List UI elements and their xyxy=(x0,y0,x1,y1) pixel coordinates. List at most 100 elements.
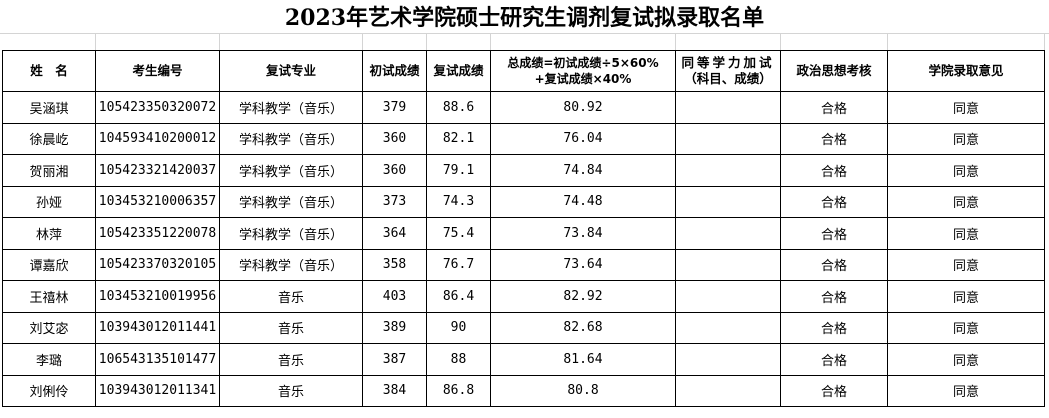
header-row: 姓 名考生编号 复试专业 初试成绩 复试成绩 总成绩=初试成绩÷5×60% +复试成绩×4… xyxy=(2,50,1045,92)
cell-major[interactable]: 学科教学（音乐） xyxy=(219,154,363,187)
cell-political-review[interactable]: 合格 xyxy=(780,374,888,407)
cell-name[interactable]: 谭嘉欣 xyxy=(2,248,96,281)
cell-name[interactable]: 徐晨屹 xyxy=(2,122,96,155)
cell-admission-opinion[interactable]: 同意 xyxy=(887,280,1045,313)
table-row: 刘艾宓 103943012011441 音乐 389 90 82.68 合格 同意 xyxy=(2,311,1045,344)
cell-name[interactable]: 刘艾宓 xyxy=(2,311,96,344)
cell-candidate-id[interactable]: 103453210006357 xyxy=(95,185,220,218)
table-row: 林萍 105423351220078 学科教学（音乐） 364 75.4 73.84 合格同… xyxy=(2,217,1045,250)
cell-total-score[interactable]: 82.92 xyxy=(490,280,676,313)
table-row: 刘俐伶 103943012011341 音乐 384 86.8 80.8 合格 同意 xyxy=(2,374,1045,407)
cell-equivalent-exam[interactable] xyxy=(675,374,781,407)
cell-major[interactable]: 学科教学（音乐） xyxy=(219,185,363,218)
cell-total-score[interactable]: 73.84 xyxy=(490,217,676,250)
cell-total-score[interactable]: 80.8 xyxy=(490,374,676,407)
cell-total-score[interactable]: 74.48 xyxy=(490,185,676,218)
table-row: 李璐 106543135101477 音乐 387 88 81.64 合格 同意 xyxy=(2,343,1045,376)
cell-admission-opinion[interactable]: 同意 xyxy=(887,122,1045,155)
cell-equivalent-exam[interactable] xyxy=(675,280,781,313)
cell-name[interactable]: 吴涵琪 xyxy=(2,91,96,124)
cell-political-review[interactable]: 合格 xyxy=(780,248,888,281)
cell-major[interactable]: 音乐 xyxy=(219,280,363,313)
page-title: 2023年艺术学院硕士研究生调剂复试拟录取名单 xyxy=(0,0,1049,34)
cell-admission-opinion[interactable]: 同意 xyxy=(887,185,1045,218)
cell-name[interactable]: 贺丽湘 xyxy=(2,154,96,187)
cell-candidate-id[interactable]: 105423350320072 xyxy=(95,91,220,124)
cell-admission-opinion[interactable]: 同意 xyxy=(887,91,1045,124)
cell-equivalent-exam[interactable] xyxy=(675,248,781,281)
cell-total-score[interactable]: 73.64 xyxy=(490,248,676,281)
cell-equivalent-exam[interactable] xyxy=(675,343,781,376)
cell-retest-score[interactable]: 88.6 xyxy=(426,91,491,124)
cell-total-score[interactable]: 74.84 xyxy=(490,154,676,187)
table-row: 徐晨屹 104593410200012 学科教学（音乐） 360 82.1 76.04 合格… xyxy=(2,122,1045,155)
cell-initial-score[interactable]: 364 xyxy=(362,217,427,250)
cell-equivalent-exam[interactable] xyxy=(675,122,781,155)
cell-candidate-id[interactable]: 105423370320105 xyxy=(95,248,220,281)
cell-retest-score[interactable]: 86.8 xyxy=(426,374,491,407)
cell-initial-score[interactable]: 403 xyxy=(362,280,427,313)
cell-name[interactable]: 李璐 xyxy=(2,343,96,376)
cell-name[interactable]: 林萍 xyxy=(2,217,96,250)
table-row: 孙娅 103453210006357 学科教学（音乐） 373 74.3 74.48 合格同… xyxy=(2,185,1045,218)
cell-equivalent-exam[interactable] xyxy=(675,217,781,250)
cell-admission-opinion[interactable]: 同意 xyxy=(887,311,1045,344)
cell-major[interactable]: 音乐 xyxy=(219,311,363,344)
cell-initial-score[interactable]: 379 xyxy=(362,91,427,124)
cell-political-review[interactable]: 合格 xyxy=(780,311,888,344)
cell-equivalent-exam[interactable] xyxy=(675,185,781,218)
cell-political-review[interactable]: 合格 xyxy=(780,185,888,218)
cell-candidate-id[interactable]: 106543135101477 xyxy=(95,343,220,376)
cell-major[interactable]: 音乐 xyxy=(219,343,363,376)
cell-total-score[interactable]: 76.04 xyxy=(490,122,676,155)
cell-candidate-id[interactable]: 103943012011341 xyxy=(95,374,220,407)
cell-retest-score[interactable]: 79.1 xyxy=(426,154,491,187)
cell-retest-score[interactable]: 82.1 xyxy=(426,122,491,155)
cell-political-review[interactable]: 合格 xyxy=(780,280,888,313)
cell-major[interactable]: 音乐 xyxy=(219,374,363,407)
cell-total-score[interactable]: 80.92 xyxy=(490,91,676,124)
cell-initial-score[interactable]: 358 xyxy=(362,248,427,281)
cell-retest-score[interactable]: 90 xyxy=(426,311,491,344)
cell-retest-score[interactable]: 74.3 xyxy=(426,185,491,218)
cell-initial-score[interactable]: 387 xyxy=(362,343,427,376)
cell-total-score[interactable]: 81.64 xyxy=(490,343,676,376)
cell-admission-opinion[interactable]: 同意 xyxy=(887,374,1045,407)
cell-candidate-id[interactable]: 104593410200012 xyxy=(95,122,220,155)
cell-candidate-id[interactable]: 103943012011441 xyxy=(95,311,220,344)
cell-name[interactable]: 孙娅 xyxy=(2,185,96,218)
cell-equivalent-exam[interactable] xyxy=(675,311,781,344)
cell-major[interactable]: 学科教学（音乐） xyxy=(219,217,363,250)
cell-candidate-id[interactable]: 105423351220078 xyxy=(95,217,220,250)
header-admission-opinion: 学院录取意见 xyxy=(887,50,1045,92)
cell-major[interactable]: 学科教学（音乐） xyxy=(219,122,363,155)
cell-equivalent-exam[interactable] xyxy=(675,91,781,124)
cell-major[interactable]: 学科教学（音乐） xyxy=(219,248,363,281)
cell-political-review[interactable]: 合格 xyxy=(780,154,888,187)
cell-initial-score[interactable]: 360 xyxy=(362,122,427,155)
cell-total-score[interactable]: 82.68 xyxy=(490,311,676,344)
cell-retest-score[interactable]: 86.4 xyxy=(426,280,491,313)
cell-retest-score[interactable]: 75.4 xyxy=(426,217,491,250)
cell-name[interactable]: 王禧林 xyxy=(2,280,96,313)
cell-retest-score[interactable]: 88 xyxy=(426,343,491,376)
cell-equivalent-exam[interactable] xyxy=(675,154,781,187)
cell-initial-score[interactable]: 360 xyxy=(362,154,427,187)
cell-political-review[interactable]: 合格 xyxy=(780,217,888,250)
cell-admission-opinion[interactable]: 同意 xyxy=(887,343,1045,376)
cell-admission-opinion[interactable]: 同意 xyxy=(887,248,1045,281)
cell-initial-score[interactable]: 373 xyxy=(362,185,427,218)
cell-admission-opinion[interactable]: 同意 xyxy=(887,154,1045,187)
cell-candidate-id[interactable]: 103453210019956 xyxy=(95,280,220,313)
cell-political-review[interactable]: 合格 xyxy=(780,122,888,155)
cell-name[interactable]: 刘俐伶 xyxy=(2,374,96,407)
cell-major[interactable]: 学科教学（音乐） xyxy=(219,91,363,124)
cell-political-review[interactable]: 合格 xyxy=(780,343,888,376)
cell-initial-score[interactable]: 389 xyxy=(362,311,427,344)
cell-admission-opinion[interactable]: 同意 xyxy=(887,217,1045,250)
cell-political-review[interactable]: 合格 xyxy=(780,91,888,124)
cell-candidate-id[interactable]: 105423321420037 xyxy=(95,154,220,187)
cell-retest-score[interactable]: 76.7 xyxy=(426,248,491,281)
cell-initial-score[interactable]: 384 xyxy=(362,374,427,407)
header-initial-score: 初试成绩 xyxy=(362,50,427,92)
